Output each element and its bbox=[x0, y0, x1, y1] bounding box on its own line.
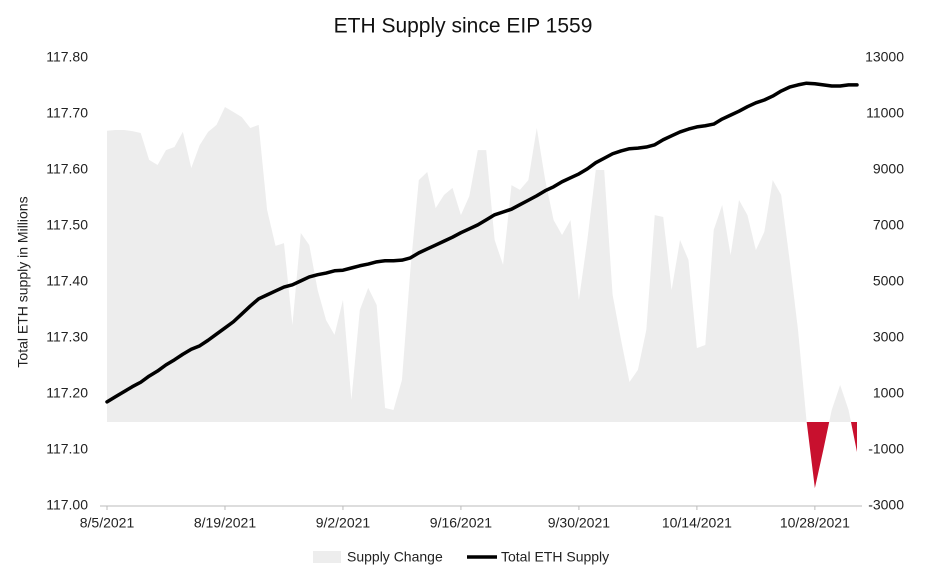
y2-tick-label: 3000 bbox=[873, 329, 904, 345]
x-tick-label: 9/16/2021 bbox=[430, 515, 492, 531]
y-tick-label: 117.70 bbox=[46, 105, 88, 121]
y2-tick-label: 1000 bbox=[873, 385, 904, 401]
y-tick-label: 117.00 bbox=[46, 497, 88, 513]
y2-tick-label: 11000 bbox=[866, 105, 904, 121]
line bbox=[105, 81, 859, 404]
y2-tick-label: 13000 bbox=[865, 49, 904, 65]
y2-tick-label: -3000 bbox=[868, 497, 904, 513]
legend-label: Total ETH Supply bbox=[501, 549, 609, 565]
y2-tick-label: 9000 bbox=[873, 161, 904, 177]
legend-label: Supply Change bbox=[347, 549, 443, 565]
area bbox=[107, 107, 857, 489]
y-tick-label: 117.20 bbox=[46, 385, 88, 401]
y-tick-label: 117.80 bbox=[46, 49, 88, 65]
y-tick-label: 117.50 bbox=[46, 217, 88, 233]
y2-tick-label: 7000 bbox=[873, 217, 904, 233]
y-tick-label: 117.40 bbox=[46, 273, 88, 289]
chart-title: ETH Supply since EIP 1559 bbox=[334, 15, 593, 38]
x-tick-label: 8/19/2021 bbox=[194, 515, 256, 531]
y2-tick-label: 5000 bbox=[873, 273, 904, 289]
y-axis-label: Total ETH supply in Millions bbox=[15, 196, 31, 367]
legend-swatch bbox=[313, 551, 341, 563]
x-tick-label: 10/28/2021 bbox=[780, 515, 850, 531]
y-tick-label: 117.30 bbox=[46, 329, 88, 345]
y2-tick-label: -1000 bbox=[868, 441, 904, 457]
x-tick-label: 10/14/2021 bbox=[662, 515, 732, 531]
y-tick-label: 117.60 bbox=[46, 161, 88, 177]
x-tick-label: 9/30/2021 bbox=[548, 515, 610, 531]
x-tick-label: 8/5/2021 bbox=[80, 515, 135, 531]
y-tick-label: 117.10 bbox=[46, 441, 88, 457]
x-tick-label: 9/2/2021 bbox=[316, 515, 371, 531]
